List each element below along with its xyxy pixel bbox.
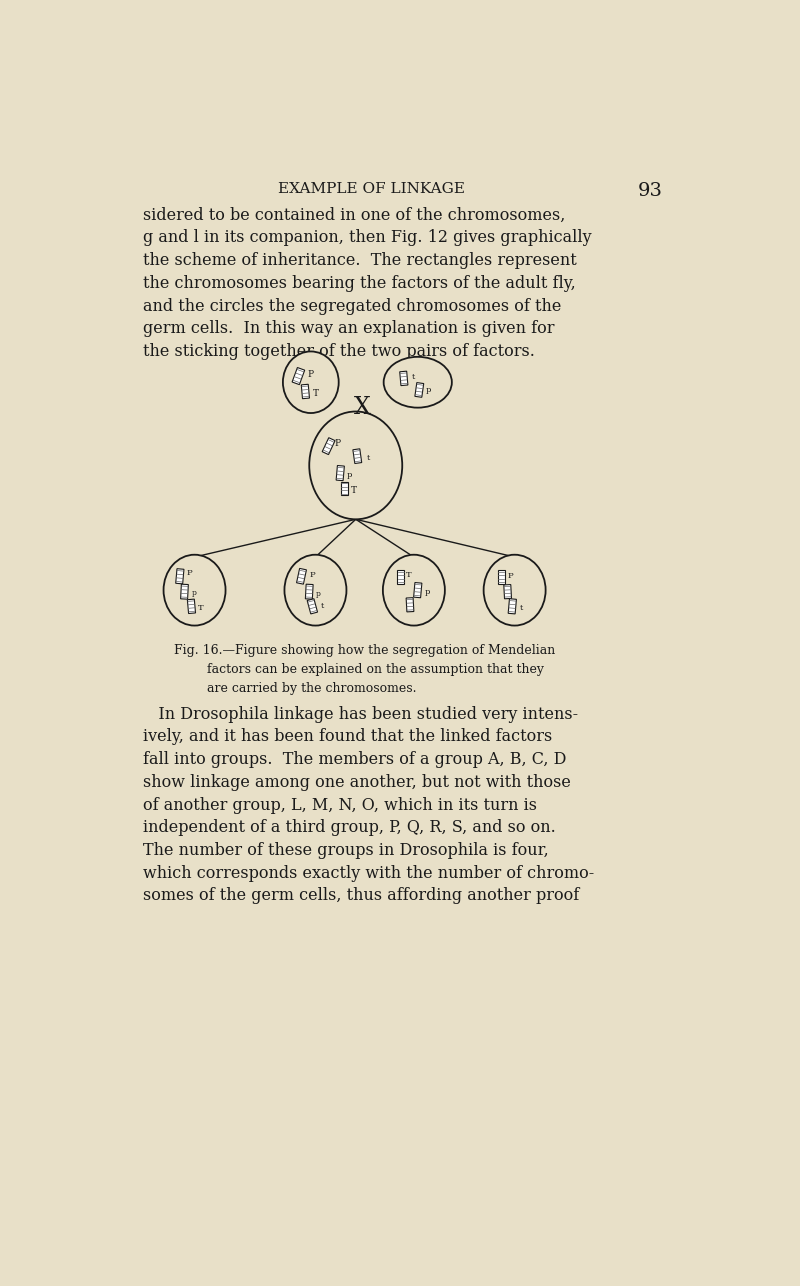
Bar xyxy=(406,598,414,612)
Text: t: t xyxy=(520,604,523,612)
Text: P: P xyxy=(334,439,340,448)
Text: t: t xyxy=(366,454,370,462)
Bar xyxy=(307,599,318,613)
Bar xyxy=(302,385,310,399)
Bar xyxy=(353,449,362,463)
Text: p: p xyxy=(347,471,352,478)
Bar xyxy=(341,481,348,495)
Text: the scheme of inheritance.  The rectangles represent: the scheme of inheritance. The rectangle… xyxy=(142,252,576,269)
Text: factors can be explained on the assumption that they: factors can be explained on the assumpti… xyxy=(207,662,544,676)
Bar xyxy=(498,570,505,584)
Text: 93: 93 xyxy=(638,183,662,201)
Bar xyxy=(414,583,422,598)
Text: P: P xyxy=(310,571,315,579)
Text: t: t xyxy=(321,602,324,611)
Text: P: P xyxy=(507,572,513,580)
Bar xyxy=(336,466,344,481)
Text: the chromosomes bearing the factors of the adult fly,: the chromosomes bearing the factors of t… xyxy=(142,275,575,292)
Text: are carried by the chromosomes.: are carried by the chromosomes. xyxy=(207,682,417,694)
Text: Fig. 16.—Figure showing how the segregation of Mendelian: Fig. 16.—Figure showing how the segregat… xyxy=(174,644,555,657)
Text: p: p xyxy=(316,590,321,598)
Bar xyxy=(322,437,335,454)
Text: In Drosophila linkage has been studied very intens-: In Drosophila linkage has been studied v… xyxy=(142,706,578,723)
Text: the sticking together of the two pairs of factors.: the sticking together of the two pairs o… xyxy=(142,343,534,360)
Text: p: p xyxy=(424,589,430,597)
Bar xyxy=(181,584,188,599)
Text: sidered to be contained in one of the chromosomes,: sidered to be contained in one of the ch… xyxy=(142,207,565,224)
Bar xyxy=(176,568,184,584)
Text: T: T xyxy=(314,388,319,397)
Text: T: T xyxy=(406,571,412,579)
Text: t: t xyxy=(411,373,414,381)
Text: germ cells.  In this way an explanation is given for: germ cells. In this way an explanation i… xyxy=(142,320,554,337)
Bar xyxy=(297,568,306,584)
Bar xyxy=(398,570,404,584)
Bar xyxy=(504,585,511,599)
Bar xyxy=(292,368,305,385)
Text: ively, and it has been found that the linked factors: ively, and it has been found that the li… xyxy=(142,728,552,746)
Bar xyxy=(508,599,517,613)
Bar xyxy=(187,599,195,613)
Text: The number of these groups in Drosophila is four,: The number of these groups in Drosophila… xyxy=(142,842,548,859)
Text: which corresponds exactly with the number of chromo-: which corresponds exactly with the numbe… xyxy=(142,864,594,882)
Ellipse shape xyxy=(484,554,546,625)
Bar xyxy=(400,372,408,386)
Text: p: p xyxy=(426,386,431,394)
Text: EXAMPLE OF LINKAGE: EXAMPLE OF LINKAGE xyxy=(278,183,465,195)
Ellipse shape xyxy=(383,554,445,625)
Text: and the circles the segregated chromosomes of the: and the circles the segregated chromosom… xyxy=(142,297,561,315)
Text: of another group, L, M, N, O, which in its turn is: of another group, L, M, N, O, which in i… xyxy=(142,796,537,814)
Text: P: P xyxy=(186,570,192,577)
Ellipse shape xyxy=(384,356,452,408)
Text: g and l in its companion, then Fig. 12 gives graphically: g and l in its companion, then Fig. 12 g… xyxy=(142,229,591,247)
Ellipse shape xyxy=(163,554,226,625)
Bar xyxy=(306,584,313,599)
Bar xyxy=(415,383,424,397)
Text: independent of a third group, P, Q, R, S, and so on.: independent of a third group, P, Q, R, S… xyxy=(142,819,555,836)
Ellipse shape xyxy=(310,412,402,520)
Text: show linkage among one another, but not with those: show linkage among one another, but not … xyxy=(142,774,570,791)
Text: X: X xyxy=(354,396,370,419)
Text: T: T xyxy=(198,604,203,612)
Text: fall into groups.  The members of a group A, B, C, D: fall into groups. The members of a group… xyxy=(142,751,566,768)
Ellipse shape xyxy=(285,554,346,625)
Text: p: p xyxy=(192,589,197,597)
Text: P: P xyxy=(308,370,314,379)
Ellipse shape xyxy=(283,351,338,413)
Text: T: T xyxy=(350,486,357,495)
Text: somes of the germ cells, thus affording another proof: somes of the germ cells, thus affording … xyxy=(142,887,579,904)
